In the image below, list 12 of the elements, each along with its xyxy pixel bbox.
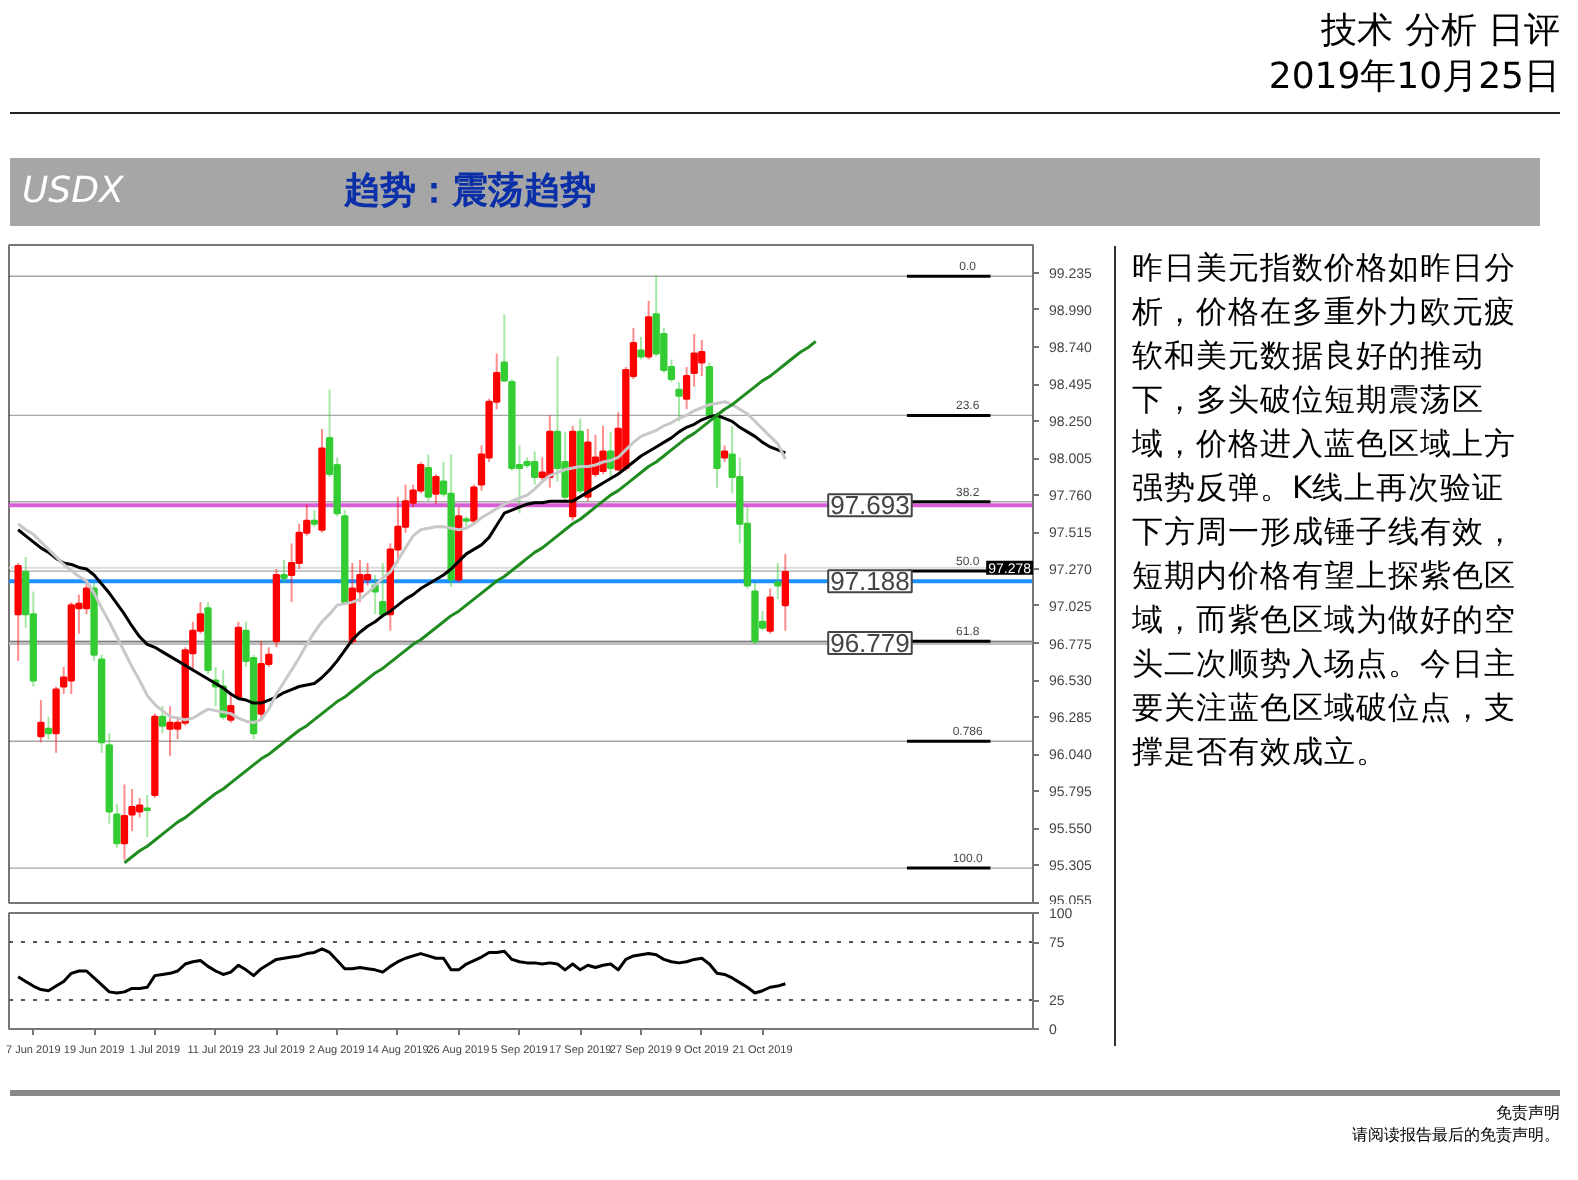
- line-series: [122, 339, 818, 865]
- text: 昨日美元指数价格如昨日分析，价格在多重外力欧元疲软和美元数据良好的推动下，多头破位短期震荡区域，价格进入蓝色区域上方强势反弹。K线上再次验证下方周一形成锤子线有效，短期内价格有望上探紫色区域，而紫色区域为做好的空头二次顺势入场点。今日主要关注蓝色区域破位点，支撑是否有效成立。: [1132, 250, 1516, 770]
- ref-line-label: 96.779: [830, 627, 910, 658]
- chart-subtitle: 趋势：震荡趋势: [343, 170, 596, 212]
- chart-title: USDX: [22, 170, 124, 212]
- text: 免责声明: [1494, 1102, 1560, 1125]
- text: 请阅读报告最后的免责声明。: [1350, 1124, 1560, 1148]
- ref-line-label: 97.188: [830, 566, 910, 597]
- ref-line-label: 97.693: [830, 490, 910, 521]
- text: 2019年10月25日: [1266, 55, 1560, 100]
- line-series: [16, 947, 787, 995]
- text: 技术 分析 日评: [1319, 10, 1560, 55]
